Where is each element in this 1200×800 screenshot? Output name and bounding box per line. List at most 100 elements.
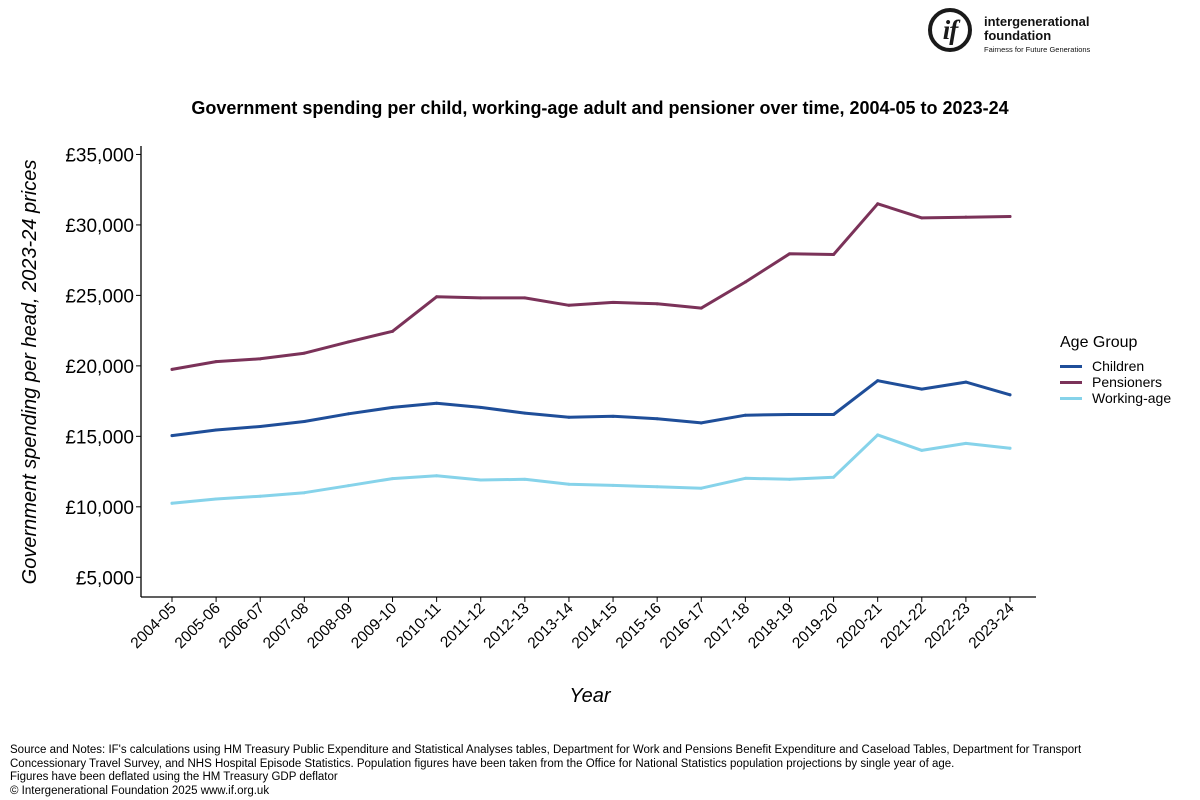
data-point-working-age <box>743 476 747 480</box>
data-point-working-age <box>964 441 968 445</box>
data-point-working-age <box>214 497 218 501</box>
data-point-children <box>655 417 659 421</box>
data-point-children <box>832 412 836 416</box>
data-point-pensioners <box>699 306 703 310</box>
x-tick-label: 2019-20 <box>789 600 842 653</box>
logo-name: intergenerational foundation <box>984 14 1090 43</box>
data-point-pensioners <box>479 296 483 300</box>
legend-label-pensioners: Pensioners <box>1092 374 1163 390</box>
data-point-children <box>258 424 262 428</box>
data-point-pensioners <box>302 351 306 355</box>
data-point-working-age <box>832 475 836 479</box>
x-tick-label: 2004-05 <box>128 600 180 652</box>
data-point-working-age <box>920 448 924 452</box>
x-tick-label: 2022-23 <box>921 600 973 652</box>
data-point-pensioners <box>391 329 395 333</box>
data-point-children <box>479 405 483 409</box>
series-line-pensioners <box>170 202 1012 371</box>
data-point-pensioners <box>832 253 836 257</box>
data-point-working-age <box>1008 446 1012 450</box>
x-tick-label: 2014-15 <box>569 600 621 652</box>
data-point-pensioners <box>787 252 791 256</box>
data-point-pensioners <box>1008 214 1012 218</box>
data-point-working-age <box>787 477 791 481</box>
data-point-pensioners <box>876 202 880 206</box>
data-point-pensioners <box>170 367 174 371</box>
x-tick-label: 2011-12 <box>437 600 488 651</box>
x-tick-label: 2008-09 <box>304 600 356 652</box>
chart-title: Government spending per child, working-a… <box>191 98 1008 118</box>
y-tick-label: £10,000 <box>65 498 134 519</box>
x-tick-label: 2021-22 <box>877 600 929 652</box>
data-point-children <box>435 401 439 405</box>
legend-swatch-children <box>1060 364 1082 368</box>
x-tick-label: 2018-19 <box>745 600 797 652</box>
data-point-children <box>611 414 615 418</box>
data-point-children <box>1008 393 1012 397</box>
data-point-working-age <box>655 485 659 489</box>
data-point-children <box>346 412 350 416</box>
data-point-working-age <box>479 478 483 482</box>
x-tick-label: 2020-21 <box>833 600 885 652</box>
data-point-pensioners <box>523 296 527 300</box>
data-point-children <box>787 412 791 416</box>
legend-item-working-age: Working-age <box>1060 390 1195 406</box>
x-tick-label: 2023-24 <box>966 600 1019 653</box>
source-notes-line-1: Source and Notes: IF's calculations usin… <box>10 744 1082 770</box>
data-point-children <box>567 415 571 419</box>
x-tick-label: 2005-06 <box>172 600 224 652</box>
logo: if intergenerational foundation Fairness… <box>928 8 1108 60</box>
data-point-working-age <box>258 494 262 498</box>
source-notes-line-2: Figures have been deflated using the HM … <box>10 771 338 783</box>
legend-label-working-age: Working-age <box>1092 390 1172 406</box>
data-point-pensioners <box>611 300 615 304</box>
legend-label-children: Children <box>1092 358 1145 374</box>
data-point-working-age <box>435 474 439 478</box>
legend: Age Group Children Pensioners Working-ag… <box>1060 334 1195 406</box>
series-line-working-age <box>170 433 1012 505</box>
data-point-pensioners <box>214 360 218 364</box>
data-point-pensioners <box>743 280 747 284</box>
data-point-working-age <box>523 477 527 481</box>
series-line-children <box>170 379 1012 438</box>
legend-swatch-pensioners <box>1060 380 1082 384</box>
data-point-pensioners <box>655 302 659 306</box>
data-point-pensioners <box>567 303 571 307</box>
y-tick-label: £35,000 <box>65 145 134 166</box>
x-tick-label: 2017-18 <box>701 600 753 652</box>
data-point-children <box>523 411 527 415</box>
x-tick-label: 2007-08 <box>260 600 312 652</box>
x-tick-label: 2012-13 <box>480 600 532 652</box>
legend-item-pensioners: Pensioners <box>1060 374 1195 390</box>
data-point-working-age <box>302 491 306 495</box>
data-point-pensioners <box>435 295 439 299</box>
data-point-children <box>920 387 924 391</box>
legend-title: Age Group <box>1060 334 1138 351</box>
data-point-working-age <box>346 484 350 488</box>
data-point-working-age <box>611 483 615 487</box>
data-point-pensioners <box>346 340 350 344</box>
logo-tagline: Fairness for Future Generations <box>984 45 1091 54</box>
data-point-pensioners <box>964 215 968 219</box>
x-tick-label: 2016-17 <box>657 600 709 652</box>
x-tick-label: 2006-07 <box>216 600 268 652</box>
data-point-working-age <box>876 433 880 437</box>
y-axis-label: Government spending per head, 2023-24 pr… <box>19 160 41 585</box>
x-tick-label: 2010-11 <box>393 600 444 651</box>
data-point-working-age <box>567 482 571 486</box>
data-point-children <box>743 413 747 417</box>
copyright-line: © Intergenerational Foundation 2025 www.… <box>10 784 270 797</box>
data-point-working-age <box>699 486 703 490</box>
data-point-pensioners <box>920 216 924 220</box>
data-point-children <box>876 379 880 383</box>
y-tick-label: £5,000 <box>76 568 134 589</box>
data-point-children <box>699 421 703 425</box>
y-tick-label: £30,000 <box>65 216 134 237</box>
y-tick-label: £20,000 <box>65 357 134 378</box>
legend-item-children: Children <box>1060 358 1195 374</box>
line-chart: Government spending per child, working-a… <box>19 98 1036 707</box>
data-point-children <box>302 420 306 424</box>
x-tick-label: 2009-10 <box>348 600 401 653</box>
x-axis-label: Year <box>569 685 611 707</box>
